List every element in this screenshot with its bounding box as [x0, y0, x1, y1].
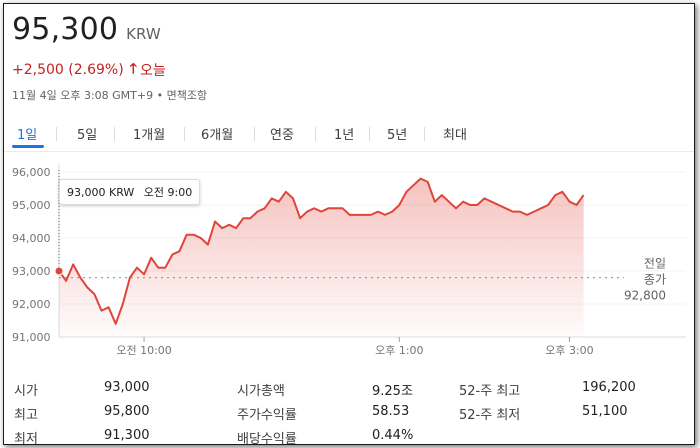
change-period: 오늘 [139, 63, 166, 79]
tab-5y[interactable]: 5년 [387, 128, 408, 143]
y-tick-label: 96,000 [12, 166, 51, 179]
y-tick-label: 91,000 [12, 331, 51, 344]
stat-52w-low-label: 52-주 최저 [459, 408, 521, 423]
range-tabs: 1일 5일 1개월 6개월 연중 1년 5년 최대 [4, 120, 694, 150]
tab-divider [254, 127, 255, 141]
y-tick-label: 92,000 [12, 298, 51, 311]
price-change: +2,500 (2.69%) 🡑 오늘 [12, 58, 166, 82]
chart-tooltip: 93,000 KRW 오전 9:00 [59, 179, 201, 205]
stat-market-cap-value: 9.25조 [372, 384, 413, 399]
previous-close-value: 92,800 [624, 289, 666, 303]
tab-5d[interactable]: 5일 [77, 128, 98, 143]
tab-divider [114, 127, 115, 141]
tab-ytd[interactable]: 연중 [270, 128, 294, 143]
stat-open-value: 93,000 [104, 380, 150, 395]
stock-quote-card: 95,300 KRW +2,500 (2.69%) 🡑 오늘 11월 4일 오후… [3, 3, 695, 445]
stat-pe-value: 58.53 [372, 404, 410, 419]
tooltip-time: 오전 9:00 [143, 186, 193, 199]
stat-high-value: 95,800 [104, 404, 150, 419]
stat-low-value: 91,300 [104, 428, 150, 443]
stat-low-label: 최저 [14, 432, 38, 445]
change-value: +2,500 (2.69%) [12, 62, 124, 78]
active-tab-indicator [12, 145, 44, 148]
hover-point [54, 266, 64, 276]
previous-close-label: 전일 [644, 257, 666, 271]
x-tick-label: 오후 3:00 [545, 344, 593, 357]
tab-1d[interactable]: 1일 [17, 128, 38, 143]
stat-52w-high-label: 52-주 최고 [459, 384, 521, 399]
stat-52w-low-value: 51,100 [582, 404, 628, 419]
tab-6m[interactable]: 6개월 [201, 128, 234, 143]
tab-1y[interactable]: 1년 [334, 128, 355, 143]
stat-high-label: 최고 [14, 408, 38, 423]
y-tick-label: 95,000 [12, 199, 51, 212]
previous-close-label: 종가 [644, 273, 666, 287]
tab-divider [184, 127, 185, 141]
y-tick-label: 94,000 [12, 232, 51, 245]
tabs-divider [4, 151, 694, 152]
quote-meta: 11월 4일 오후 3:08 GMT+9 • 면책조항 [12, 89, 208, 102]
current-price: 95,300 [12, 12, 119, 47]
arrow-up-icon: 🡑 [129, 61, 137, 77]
stat-pe-label: 주가수익률 [237, 408, 297, 423]
price-header: 95,300 KRW [12, 12, 161, 47]
stat-dividend-label: 배당수익률 [237, 432, 297, 445]
tab-1m[interactable]: 1개월 [133, 128, 166, 143]
stat-open-label: 시가 [14, 384, 38, 399]
tooltip-price: 93,000 KRW [67, 186, 135, 199]
stat-dividend-value: 0.44% [372, 428, 414, 443]
stat-market-cap-label: 시가총액 [237, 384, 285, 399]
tab-divider [56, 127, 57, 141]
y-tick-label: 93,000 [12, 265, 51, 278]
x-tick-label: 오전 10:00 [116, 344, 171, 357]
stat-52w-high-value: 196,200 [582, 380, 636, 395]
tab-divider [424, 127, 425, 141]
tab-divider [315, 127, 316, 141]
currency-label: KRW [126, 25, 161, 43]
price-chart[interactable]: 96,000 95,000 94,000 93,000 92,000 91,000 오전 … [4, 154, 694, 369]
price-area-fill [59, 178, 584, 337]
price-line [58, 177, 585, 325]
tab-divider [369, 127, 370, 141]
x-tick-label: 오후 1:00 [375, 344, 423, 357]
tab-max[interactable]: 최대 [443, 128, 467, 143]
